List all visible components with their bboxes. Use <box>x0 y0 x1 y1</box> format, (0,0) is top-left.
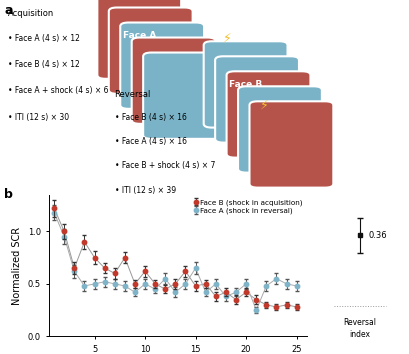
Text: a: a <box>4 4 13 17</box>
Text: Reversal: Reversal <box>115 90 151 99</box>
FancyBboxPatch shape <box>132 38 216 124</box>
Text: 0.36: 0.36 <box>369 231 387 240</box>
Text: • ITI (12 s) × 39: • ITI (12 s) × 39 <box>115 186 175 195</box>
FancyBboxPatch shape <box>120 23 204 109</box>
Legend: Face B (shock in acquisition), Face A (shock in reversal): Face B (shock in acquisition), Face A (s… <box>193 198 303 215</box>
Text: Face B: Face B <box>229 80 262 89</box>
FancyBboxPatch shape <box>143 52 227 139</box>
Text: Reversal
index: Reversal index <box>344 318 376 339</box>
Text: • Face B + shock (4 s) × 7: • Face B + shock (4 s) × 7 <box>115 161 215 170</box>
FancyBboxPatch shape <box>109 7 193 94</box>
Text: b: b <box>4 188 13 201</box>
Text: • Face A (4 s) × 12: • Face A (4 s) × 12 <box>8 34 80 43</box>
FancyBboxPatch shape <box>97 0 181 79</box>
Text: ⚡: ⚡ <box>223 32 231 45</box>
FancyBboxPatch shape <box>238 86 322 173</box>
Text: • Face B (4 s) × 16: • Face B (4 s) × 16 <box>115 113 187 121</box>
FancyBboxPatch shape <box>227 71 310 158</box>
Text: Acquisition: Acquisition <box>8 9 54 18</box>
Text: ⚡: ⚡ <box>260 98 268 112</box>
FancyBboxPatch shape <box>249 101 333 188</box>
FancyBboxPatch shape <box>204 41 288 127</box>
Text: • Face B (4 s) × 12: • Face B (4 s) × 12 <box>8 60 80 69</box>
Text: • Face A + shock (4 s) × 6: • Face A + shock (4 s) × 6 <box>8 86 109 95</box>
Y-axis label: Normalized SCR: Normalized SCR <box>12 227 22 304</box>
FancyBboxPatch shape <box>215 56 299 143</box>
Text: Face A: Face A <box>123 31 156 40</box>
Text: • ITI (12 s) × 30: • ITI (12 s) × 30 <box>8 113 69 121</box>
Text: • Face A (4 s) × 16: • Face A (4 s) × 16 <box>115 137 187 146</box>
